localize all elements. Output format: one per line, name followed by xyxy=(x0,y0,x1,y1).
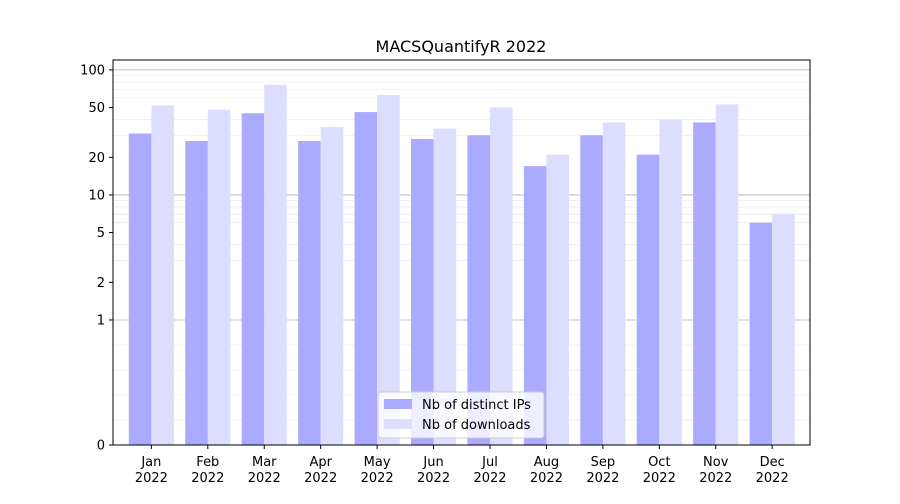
x-tick-label: Oct 2022 xyxy=(643,455,676,486)
bar-downloads xyxy=(772,214,795,445)
y-tick-label: 0 xyxy=(97,439,105,454)
bars xyxy=(128,84,795,446)
y-axis: 0 1 2 5 10 20 50 100 xyxy=(80,63,113,454)
bar-downloads xyxy=(546,154,570,446)
x-tick-label: Sep 2022 xyxy=(586,455,619,486)
bar-distinct-ips xyxy=(185,140,208,445)
legend-swatch xyxy=(384,399,412,409)
bar-distinct-ips xyxy=(241,113,265,445)
x-tick-label: Jan 2022 xyxy=(135,455,168,486)
x-tick-label: Nov 2022 xyxy=(699,455,732,486)
bar-distinct-ips xyxy=(523,166,547,445)
x-tick-label: Jun 2022 xyxy=(417,455,450,486)
bar-downloads xyxy=(151,105,174,446)
bar-distinct-ips xyxy=(410,139,434,445)
legend: Nb of distinct IPs Nb of downloads xyxy=(377,391,545,439)
bar-distinct-ips xyxy=(693,122,716,445)
bar-distinct-ips xyxy=(749,222,773,445)
x-tick-label: Apr 2022 xyxy=(304,455,337,486)
y-tick-label: 20 xyxy=(88,151,105,166)
bar-downloads xyxy=(264,84,287,445)
bar-downloads xyxy=(207,109,231,445)
x-tick-label: Feb 2022 xyxy=(191,455,224,486)
legend-label: Nb of distinct IPs xyxy=(422,398,531,413)
x-tick-label: Mar 2022 xyxy=(248,455,281,486)
bar-distinct-ips xyxy=(354,112,378,445)
y-tick-label: 50 xyxy=(88,101,105,116)
bar-distinct-ips xyxy=(636,154,660,446)
bar-distinct-ips xyxy=(128,133,152,445)
bar-distinct-ips xyxy=(467,135,491,445)
x-tick-label: Jul 2022 xyxy=(473,455,506,486)
y-tick-label: 5 xyxy=(97,226,105,241)
bar-distinct-ips xyxy=(580,135,603,445)
x-tick-label: Aug 2022 xyxy=(530,455,563,486)
bar-downloads xyxy=(320,126,344,446)
y-tick-label: 1 xyxy=(97,313,105,328)
bar-downloads xyxy=(602,122,626,445)
y-tick-label: 2 xyxy=(97,276,105,291)
chart-title: MACSQuantifyR 2022 xyxy=(376,37,547,56)
bar-downloads xyxy=(659,119,682,446)
bar-downloads xyxy=(715,104,739,445)
bar-downloads xyxy=(377,94,400,446)
legend-swatch xyxy=(384,419,412,429)
x-tick-label: May 2022 xyxy=(361,455,394,486)
bar-distinct-ips xyxy=(298,140,321,445)
x-tick-label: Dec 2022 xyxy=(756,455,789,486)
x-axis: Jan 2022 Feb 2022 Mar 2022 Apr 2022 May 2022 Jun 20… xyxy=(135,445,789,486)
bar-downloads xyxy=(433,128,457,445)
plot-frame xyxy=(112,59,811,446)
legend-label: Nb of downloads xyxy=(422,418,531,433)
bar-downloads xyxy=(490,107,513,446)
legend-box xyxy=(377,391,545,439)
y-tick-label: 100 xyxy=(80,63,105,78)
y-tick-label: 10 xyxy=(88,188,105,203)
